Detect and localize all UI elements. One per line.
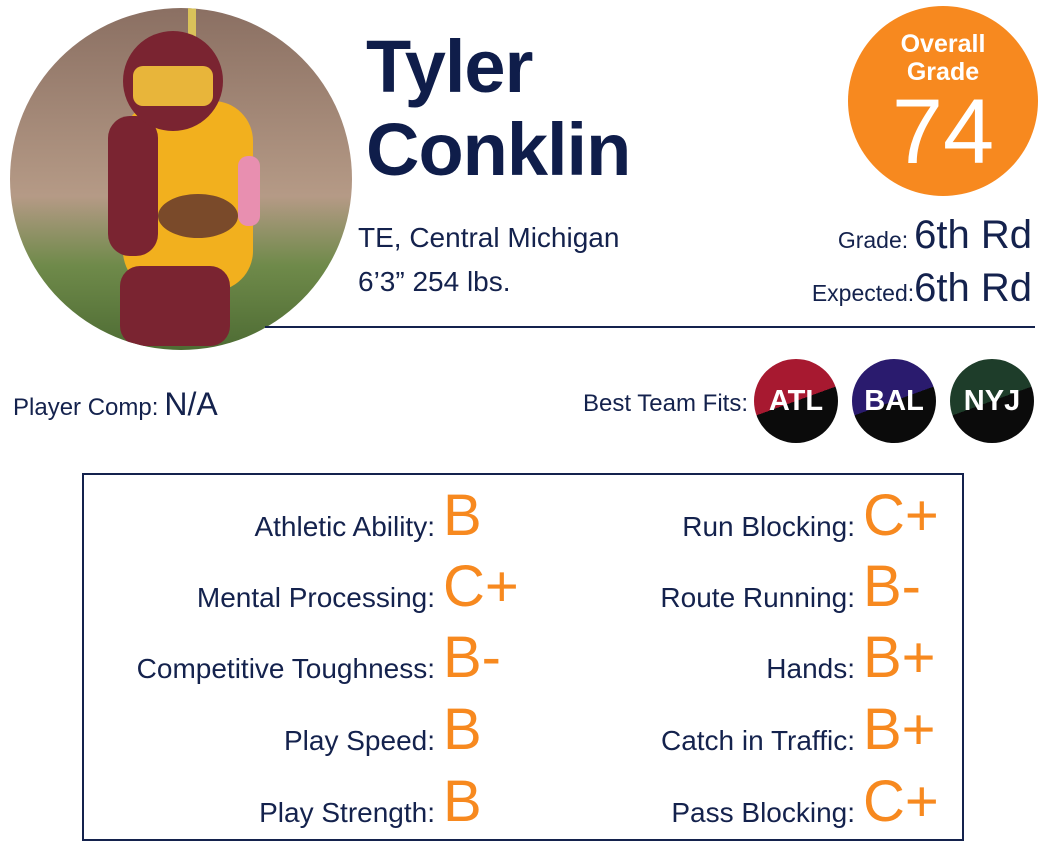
skill-grade: B [443, 697, 482, 762]
skill-label: Play Speed: [284, 725, 435, 756]
team-badge: ATL [754, 359, 838, 443]
skill-grade: C+ [863, 769, 939, 834]
divider [265, 326, 1035, 328]
skill-label: Athletic Ability: [254, 511, 435, 542]
expected-label: Expected: [811, 280, 915, 306]
overall-badge: Overall Grade 74 [848, 6, 1038, 196]
last-name: Conklin [366, 108, 631, 191]
position-school: TE, Central Michigan [358, 222, 620, 253]
skill-grade: C+ [443, 554, 519, 619]
team-badge: NYJ [950, 359, 1034, 443]
comp-value: N/A [164, 386, 218, 422]
skill-label: Hands: [766, 653, 855, 684]
skill-label: Competitive Toughness: [136, 653, 435, 684]
overall-value: 74 [891, 81, 995, 183]
skill-label: Pass Blocking: [671, 797, 855, 828]
team-badge: BAL [852, 359, 936, 443]
skill-label: Play Strength: [259, 797, 435, 828]
expected-row: Expected: 6th Rd [812, 266, 1032, 311]
overall-label: Overall Grade [900, 30, 986, 86]
measurements: 6’3” 254 lbs. [358, 266, 511, 297]
player-photo [10, 8, 352, 350]
skill-label: Catch in Traffic: [660, 725, 855, 756]
comp-label: Player Comp: [13, 394, 159, 421]
skill-label: Run Blocking: [682, 511, 855, 542]
skill-grade: B [443, 769, 482, 834]
skill-grade: B+ [863, 625, 936, 690]
player-comp: Player Comp: N/A [13, 386, 218, 423]
skill-label: Route Running: [660, 582, 855, 613]
skill-grade: B+ [863, 697, 936, 762]
grade-value: 6th Rd [914, 213, 1032, 257]
skill-grade: B [443, 483, 482, 548]
skill-grade: B- [443, 625, 501, 690]
skill-grade: B- [863, 554, 921, 619]
skill-grade: C+ [863, 483, 939, 548]
team-fits-label: Best Team Fits: [583, 390, 748, 417]
first-name: Tyler [366, 25, 533, 108]
grades-box [82, 473, 964, 841]
expected-value: 6th Rd [914, 266, 1032, 310]
grade-row: Grade: 6th Rd [838, 213, 1032, 258]
skill-label: Mental Processing: [196, 582, 435, 613]
grade-label: Grade: [837, 227, 909, 253]
